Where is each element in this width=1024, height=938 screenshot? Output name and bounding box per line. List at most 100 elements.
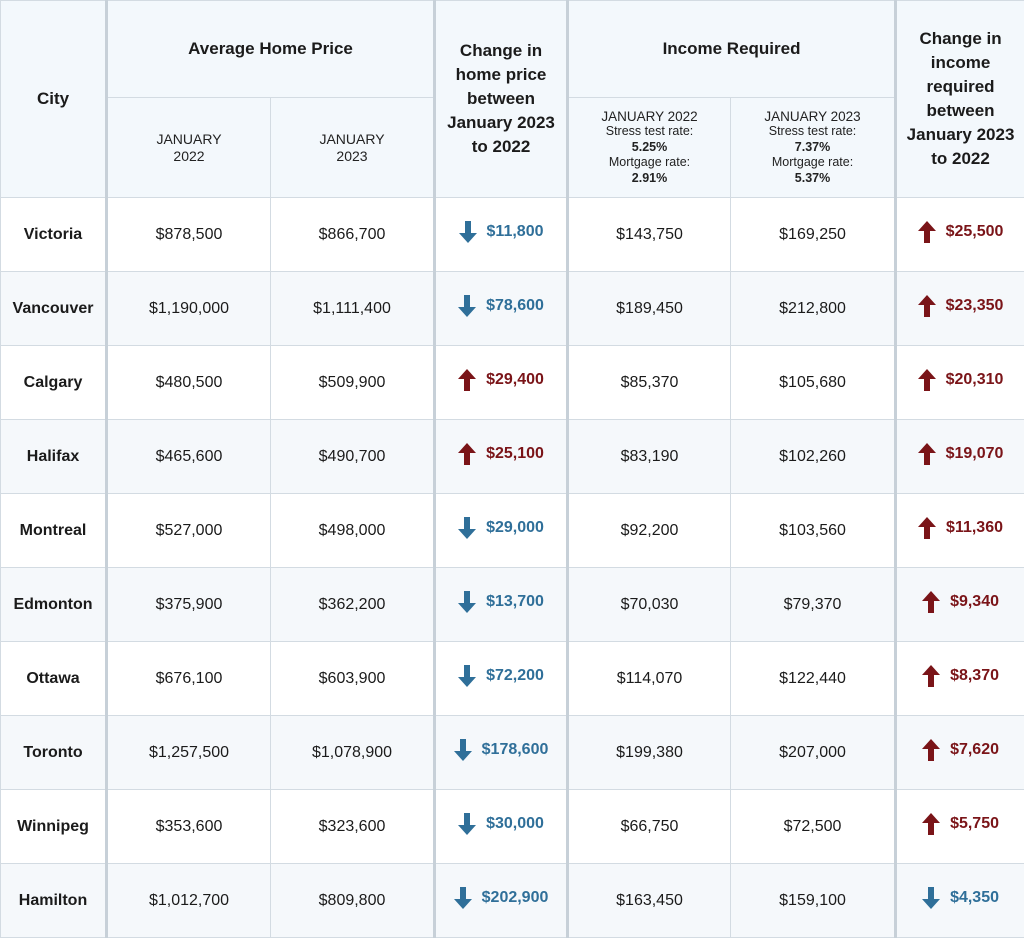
income-2022: $70,030 <box>621 596 679 613</box>
price-change-cell: $72,200 <box>435 642 568 716</box>
avg-price-2022: $1,257,500 <box>149 744 229 761</box>
avg-price-2022-header: JANUARY 2022 <box>107 98 271 198</box>
income-change-cell: $19,070 <box>896 420 1024 494</box>
income-change-cell: $5,750 <box>896 790 1024 864</box>
income-change-cell: $11,360 <box>896 494 1024 568</box>
income-change-value: $8,370 <box>950 667 999 685</box>
city-name: Montreal <box>20 522 87 539</box>
avg-price-2023-label: JANUARY 2023 <box>271 131 433 165</box>
avg-price-2022-cell: $527,000 <box>107 494 271 568</box>
income-2022: $189,450 <box>616 300 683 317</box>
income-change-value: $20,310 <box>946 371 1004 389</box>
income-2023-cell: $72,500 <box>731 790 896 864</box>
income-2023: $79,370 <box>784 596 842 613</box>
price-change: $29,400 <box>458 369 544 391</box>
arrow-down-icon <box>922 887 940 909</box>
income-change: $7,620 <box>922 739 999 761</box>
income-required-header: Income Required <box>568 1 896 98</box>
income-2022-stress-label: Stress test rate: <box>569 124 730 140</box>
price-change-value: $30,000 <box>486 815 544 833</box>
avg-price-2022-label: JANUARY 2022 <box>108 131 270 165</box>
income-change-cell: $9,340 <box>896 568 1024 642</box>
income-change-value: $25,500 <box>946 223 1004 241</box>
income-2023: $169,250 <box>779 226 846 243</box>
income-2023: $122,440 <box>779 670 846 687</box>
avg-price-2023: $509,900 <box>319 374 386 391</box>
table-row: Calgary$480,500$509,900$29,400$85,370$10… <box>1 346 1024 420</box>
income-2023-header: JANUARY 2023 Stress test rate: 7.37% Mor… <box>731 98 896 198</box>
income-change: $19,070 <box>918 443 1004 465</box>
price-change: $72,200 <box>458 665 544 687</box>
avg-price-2022: $527,000 <box>156 522 223 539</box>
income-2023-cell: $103,560 <box>731 494 896 568</box>
avg-price-2023: $490,700 <box>319 448 386 465</box>
price-change-cell: $29,000 <box>435 494 568 568</box>
income-2023: $159,100 <box>779 892 846 909</box>
income-2022-cell: $143,750 <box>568 198 731 272</box>
income-2022: $114,070 <box>617 670 683 687</box>
avg-price-2023-cell: $809,800 <box>271 864 435 938</box>
income-change-cell: $20,310 <box>896 346 1024 420</box>
income-change-cell: $4,350 <box>896 864 1024 938</box>
income-change-cell: $8,370 <box>896 642 1024 716</box>
avg-price-2022: $1,190,000 <box>149 300 229 317</box>
avg-price-2023-cell: $490,700 <box>271 420 435 494</box>
table-row: Toronto $1,257,500 $1,078,900 $178,600 $199,… <box>1 716 1024 790</box>
arrow-down-icon <box>458 813 476 835</box>
income-2022: $83,190 <box>621 448 679 465</box>
income-2022-mortgage-label: Mortgage rate: <box>569 155 730 171</box>
arrow-up-icon <box>918 295 936 317</box>
income-change-value: $9,340 <box>950 593 999 611</box>
income-2022-mortgage-value: 2.91% <box>632 171 667 185</box>
table-row: Montreal $527,000 $498,000$29,000 $92,200 $1… <box>1 494 1024 568</box>
avg-price-2023: $866,700 <box>319 226 386 243</box>
income-change: $25,500 <box>918 221 1004 243</box>
income-change: $8,370 <box>922 665 999 687</box>
income-2023: $105,680 <box>779 374 846 391</box>
avg-price-2023-cell: $498,000 <box>271 494 435 568</box>
arrow-up-icon <box>918 221 936 243</box>
income-2023: $103,560 <box>779 522 846 539</box>
avg-price-2023: $323,600 <box>319 818 386 835</box>
income-2022-cell: $189,450 <box>568 272 731 346</box>
avg-price-2022: $353,600 <box>156 818 223 835</box>
income-required-header-label: Income Required <box>663 39 801 58</box>
avg-price-2022: $465,600 <box>156 448 223 465</box>
income-change-value: $11,360 <box>946 519 1003 537</box>
income-2023-cell: $169,250 <box>731 198 896 272</box>
income-2022: $92,200 <box>621 522 679 539</box>
income-2023: $72,500 <box>784 818 842 835</box>
avg-price-2023-cell: $603,900 <box>271 642 435 716</box>
income-2023-cell: $212,800 <box>731 272 896 346</box>
table-row: Victoria$878,500$866,700$11,800$143,750$… <box>1 198 1024 272</box>
income-change-value: $5,750 <box>950 815 999 833</box>
income-2022-cell: $114,070 <box>568 642 731 716</box>
income-2023-period: JANUARY 2023 <box>731 109 894 125</box>
income-2022-header: JANUARY 2022 Stress test rate: 5.25% Mor… <box>568 98 731 198</box>
city-name-cell: Winnipeg <box>1 790 107 864</box>
table-body: Victoria$878,500$866,700$11,800$143,750$… <box>1 198 1024 938</box>
table-row: Vancouver$1,190,000$1,111,400$78,600$189… <box>1 272 1024 346</box>
price-change-value: $178,600 <box>482 741 549 759</box>
avg-price-2022-cell: $353,600 <box>107 790 271 864</box>
price-change-cell: $13,700 <box>435 568 568 642</box>
income-2023: $207,000 <box>779 744 846 761</box>
income-2023-stress-value: 7.37% <box>795 140 830 154</box>
avg-price-2022: $676,100 <box>156 670 223 687</box>
arrow-up-icon <box>922 739 940 761</box>
arrow-up-icon <box>918 443 936 465</box>
price-change-cell: $29,400 <box>435 346 568 420</box>
income-change: $20,310 <box>918 369 1004 391</box>
avg-price-2023-cell: $1,078,900 <box>271 716 435 790</box>
avg-price-2023: $1,078,900 <box>312 744 392 761</box>
city-name: Toronto <box>23 744 82 761</box>
city-name-cell: Toronto <box>1 716 107 790</box>
price-change: $30,000 <box>458 813 544 835</box>
income-2022: $66,750 <box>621 818 679 835</box>
income-change: $11,360 <box>918 517 1003 539</box>
avg-price-2023-cell: $323,600 <box>271 790 435 864</box>
price-change-cell: $178,600 <box>435 716 568 790</box>
income-2022-cell: $199,380 <box>568 716 731 790</box>
price-change: $78,600 <box>458 295 544 317</box>
income-2022-cell: $92,200 <box>568 494 731 568</box>
